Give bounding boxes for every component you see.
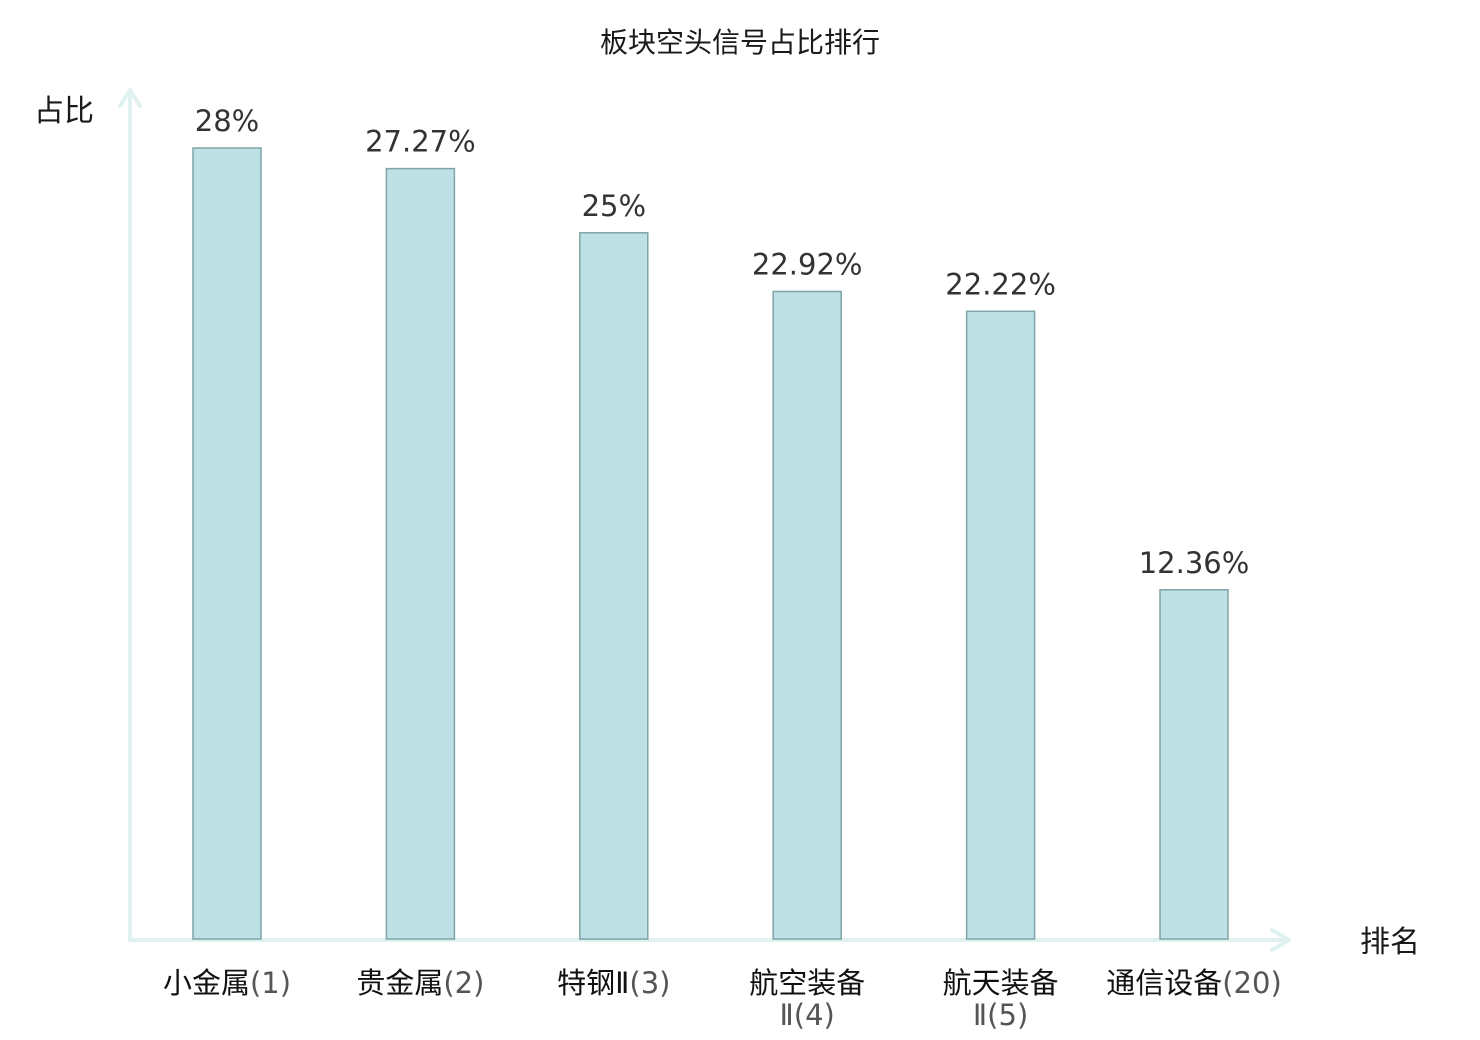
data-label: 22.22% [945,267,1056,301]
chart-title: 板块空头信号占比排行 [600,26,880,59]
x-axis-arrow [1270,928,1291,952]
x-axis-label: 排名 [1360,925,1420,960]
bar [772,290,842,940]
axes [118,88,1291,952]
bar [579,232,649,940]
x-tick-label: 航天装备 Ⅱ(5) [943,966,1059,1032]
bar [965,310,1036,940]
bar-series [192,147,1229,940]
value-labels: 28% 27.27% 25% 22.92% 22.22% 12.36% [195,104,1250,580]
bar [1159,589,1229,940]
data-label: 28% [195,104,259,138]
x-tick-label: 航空装备 Ⅱ(4) [749,966,865,1032]
data-label: 22.92% [752,248,863,282]
bar [385,167,456,940]
y-axis-label: 占比 [34,94,94,129]
data-label: 27.27% [365,125,476,159]
category-labels: 小金属(1) 贵金属(2) 特钢Ⅱ(3) 航空装备 Ⅱ(4) 航天装备 Ⅱ(5) 通信设备(2… [163,966,1282,1032]
bar [192,147,262,940]
x-tick-label: 通信设备(20) [1106,966,1282,1000]
data-label: 12.36% [1139,546,1250,580]
data-label: 25% [582,189,646,223]
x-tick-label: 特钢Ⅱ(3) [557,966,670,1000]
x-tick-label: 贵金属(2) [356,966,484,1000]
x-tick-label: 小金属(1) [163,966,291,1000]
y-axis-arrow [118,88,142,108]
